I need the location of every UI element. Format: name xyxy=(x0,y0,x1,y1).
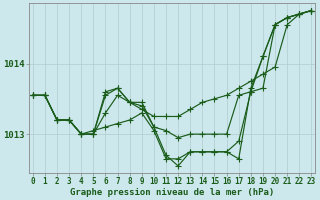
X-axis label: Graphe pression niveau de la mer (hPa): Graphe pression niveau de la mer (hPa) xyxy=(70,188,274,197)
